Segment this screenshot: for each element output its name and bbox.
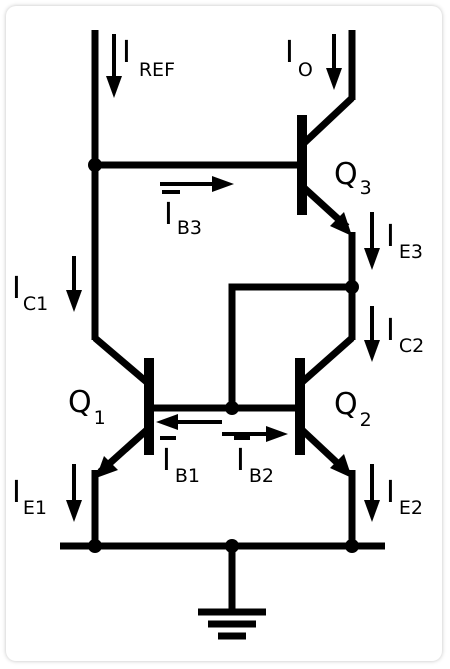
junction-dot	[88, 158, 102, 172]
diagram-frame	[6, 6, 442, 661]
label-ie2: I E2	[386, 475, 423, 519]
junction-dot	[88, 539, 102, 553]
ie2-arrow-icon	[364, 464, 380, 522]
ib1-arrow-icon	[156, 414, 222, 430]
label-ib2: I B2	[236, 443, 274, 487]
ib2-arrow-icon	[222, 426, 288, 442]
wire-base-feedback	[228, 283, 352, 408]
label-iref: I REF	[122, 35, 175, 81]
junction-dot	[345, 280, 359, 294]
junction-dot	[225, 401, 239, 415]
q1-emitter-arrow-icon	[96, 456, 118, 478]
q3-collector-lead	[299, 95, 355, 148]
label-ie1: I E1	[12, 475, 47, 519]
ic1-arrow-icon	[66, 256, 82, 312]
label-ic2: I C2	[386, 313, 424, 357]
ie1-arrow-icon	[66, 464, 82, 522]
junction-dot	[345, 539, 359, 553]
q3-emitter-arrow-icon	[330, 212, 352, 236]
label-ic1: I C1	[12, 271, 48, 315]
label-ib1: I B1	[162, 443, 200, 487]
label-ie3: I E3	[386, 219, 423, 263]
q2-emitter-arrow-icon	[330, 454, 352, 478]
iref-arrow-icon	[106, 34, 122, 98]
junction-dot	[225, 539, 239, 553]
ie3-arrow-icon	[364, 212, 380, 270]
q2-collector-lead	[297, 335, 355, 387]
label-ib3: I B3	[164, 197, 202, 239]
ic2-arrow-icon	[364, 306, 380, 362]
io-arrow-icon	[326, 34, 342, 90]
ground-icon	[198, 608, 266, 640]
ib3-arrow-icon	[160, 176, 234, 192]
q1-collector-lead	[92, 335, 152, 387]
